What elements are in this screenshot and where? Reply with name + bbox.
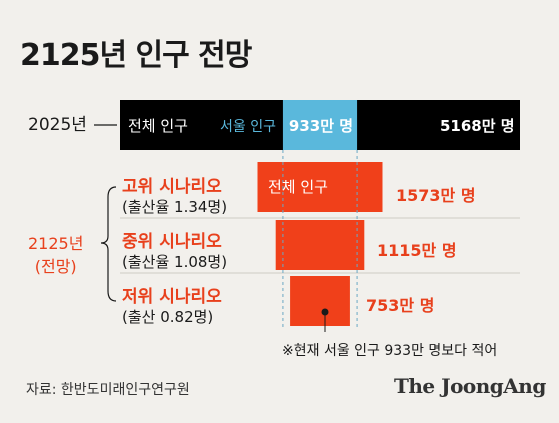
seoul-population-bar — [282, 100, 358, 150]
scenario-high-name: 고위 시나리오 — [122, 177, 222, 197]
scenario-low-name: 저위 시나리오 — [122, 287, 222, 307]
note-pointer-dot — [321, 308, 329, 316]
scenario-low-value: 753만 명 — [366, 296, 435, 315]
scenario-mid-name: 중위 시나리오 — [122, 232, 222, 252]
scenario-high-rate: (출산율 1.34명) — [122, 198, 228, 216]
page-title: 2125년 인구 전망 — [20, 38, 252, 73]
source-text: 자료: 한반도미래인구연구원 — [26, 382, 190, 398]
scenario-high-value: 1573만 명 — [396, 186, 476, 205]
note-text: ※현재 서울 인구 933만 명보다 적어 — [282, 343, 498, 359]
scenario-mid-bar — [275, 220, 365, 270]
total-population-label: 전체 인구 — [128, 117, 188, 135]
year-2025-label: 2025년 — [28, 115, 87, 135]
scenario-mid-value: 1115만 명 — [377, 241, 457, 260]
scenario-low-bar — [290, 276, 350, 326]
seoul-population-value: 933만 명 — [289, 117, 353, 135]
brand-logo: The JoongAng — [394, 374, 546, 398]
scenario-high-bar — [257, 162, 383, 212]
high-bar-inner-label: 전체 인구 — [268, 178, 328, 196]
year-2125-text: 2125년 — [28, 234, 84, 253]
year-2125-label: 2125년 (전망) — [28, 232, 83, 278]
scenario-bracket — [100, 186, 117, 302]
scenario-low-rate: (출산 0.82명) — [122, 308, 214, 326]
total-population-value: 5168만 명 — [440, 117, 515, 135]
forecast-text: (전망) — [34, 257, 77, 276]
scenario-mid-rate: (출산율 1.08명) — [122, 253, 228, 271]
seoul-population-label: 서울 인구 — [220, 119, 276, 135]
